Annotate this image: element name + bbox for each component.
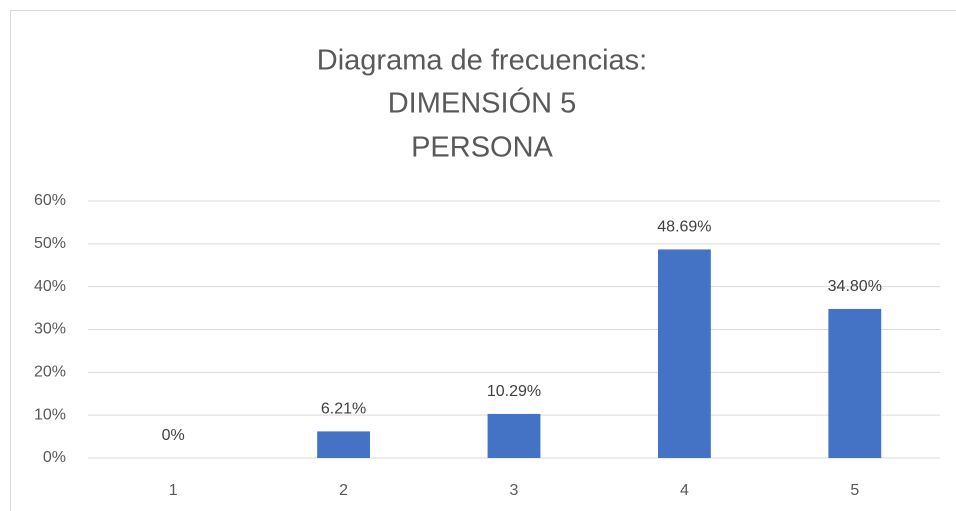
bar: [487, 413, 541, 458]
data-label: 6.21%: [321, 401, 366, 418]
bar: [828, 308, 882, 458]
x-tick-label: 2: [339, 482, 348, 499]
chart-title: PERSONA: [411, 132, 553, 164]
x-tick-label: 1: [169, 482, 178, 499]
data-label: 48.69%: [657, 219, 711, 236]
bar: [317, 431, 371, 458]
y-tick-label: 40%: [34, 278, 66, 295]
y-tick-label: 20%: [34, 364, 66, 381]
chart-frame: [10, 10, 956, 511]
x-tick-label: 3: [510, 482, 519, 499]
y-tick-label: 10%: [34, 406, 66, 423]
chart-title: DIMENSIÓN 5: [388, 87, 577, 120]
data-label: 34.80%: [828, 278, 882, 295]
data-label: 0%: [162, 427, 185, 444]
data-label: 10.29%: [487, 383, 541, 400]
x-tick-label: 5: [850, 482, 859, 499]
x-tick-label: 4: [680, 482, 689, 499]
chart-title: Diagrama de frecuencias:: [317, 45, 647, 77]
bar: [657, 249, 711, 458]
y-tick-label: 0%: [43, 449, 66, 466]
y-tick-label: 60%: [34, 192, 66, 209]
y-tick-label: 30%: [34, 321, 66, 338]
y-tick-label: 50%: [34, 235, 66, 252]
